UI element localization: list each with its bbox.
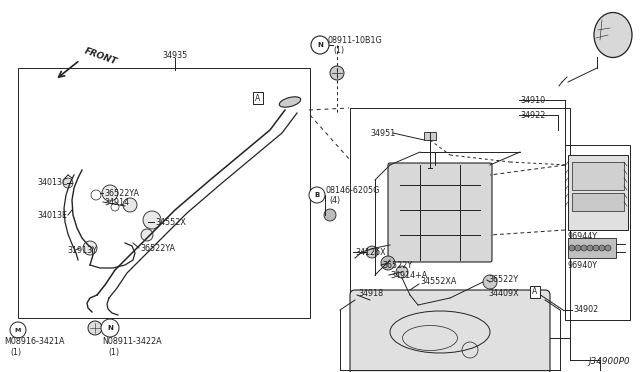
Text: 96944Y: 96944Y — [568, 231, 598, 241]
Text: 36522YA: 36522YA — [104, 189, 139, 198]
Text: 34914+A: 34914+A — [390, 270, 428, 279]
Circle shape — [101, 319, 119, 337]
Text: (1): (1) — [108, 347, 119, 356]
Bar — [350, 108, 570, 338]
Bar — [18, 68, 310, 318]
Text: 96940Y: 96940Y — [568, 260, 598, 269]
Circle shape — [593, 245, 599, 251]
Text: 34910: 34910 — [520, 96, 545, 105]
FancyBboxPatch shape — [350, 290, 550, 372]
Bar — [572, 193, 624, 211]
Text: 31913Y: 31913Y — [67, 246, 97, 254]
Text: 36522Y: 36522Y — [382, 260, 412, 269]
Circle shape — [587, 245, 593, 251]
Ellipse shape — [594, 13, 632, 58]
Bar — [565, 145, 630, 320]
Text: 34552X: 34552X — [155, 218, 186, 227]
Circle shape — [605, 245, 611, 251]
Text: 08911-10B1G: 08911-10B1G — [328, 35, 383, 45]
Circle shape — [83, 241, 97, 255]
Circle shape — [63, 178, 73, 188]
Text: 34409X: 34409X — [488, 289, 518, 298]
Circle shape — [330, 66, 344, 80]
Circle shape — [324, 209, 336, 221]
Circle shape — [381, 256, 395, 270]
Text: N: N — [317, 42, 323, 48]
Circle shape — [569, 245, 575, 251]
Text: (1): (1) — [333, 45, 344, 55]
Bar — [568, 238, 616, 258]
Circle shape — [309, 187, 325, 203]
Circle shape — [123, 198, 137, 212]
Bar — [424, 132, 436, 140]
Text: J34900P0: J34900P0 — [588, 357, 630, 366]
Text: 34918: 34918 — [358, 289, 383, 298]
Text: 34935: 34935 — [163, 51, 188, 60]
Text: 36522Y: 36522Y — [488, 276, 518, 285]
Text: 34552XA: 34552XA — [420, 278, 456, 286]
Text: M08916-3421A: M08916-3421A — [4, 337, 65, 346]
Text: (1): (1) — [10, 347, 21, 356]
Text: B: B — [314, 192, 319, 198]
Bar — [572, 162, 624, 190]
Text: FRONT: FRONT — [83, 47, 118, 67]
Text: 36522YA: 36522YA — [140, 244, 175, 253]
Text: (4): (4) — [329, 196, 340, 205]
Text: 08146-6205G: 08146-6205G — [326, 186, 380, 195]
Circle shape — [141, 229, 153, 241]
Text: 34013E: 34013E — [37, 211, 67, 219]
Text: 34013C: 34013C — [37, 177, 68, 186]
Text: A: A — [255, 93, 260, 103]
Circle shape — [311, 36, 329, 54]
Circle shape — [396, 266, 408, 278]
Circle shape — [143, 211, 161, 229]
Circle shape — [88, 321, 102, 335]
Text: A: A — [532, 288, 538, 296]
Circle shape — [366, 246, 378, 258]
Bar — [568, 155, 628, 230]
Text: M: M — [15, 327, 21, 333]
Circle shape — [599, 245, 605, 251]
Text: 34914: 34914 — [104, 198, 129, 206]
Text: 34922: 34922 — [520, 110, 545, 119]
Ellipse shape — [279, 97, 301, 107]
Text: N: N — [107, 325, 113, 331]
Text: N08911-3422A: N08911-3422A — [102, 337, 162, 346]
Circle shape — [102, 185, 118, 201]
Text: 34951: 34951 — [370, 128, 396, 138]
FancyBboxPatch shape — [388, 163, 492, 262]
Circle shape — [483, 275, 497, 289]
Text: 34902: 34902 — [573, 305, 598, 314]
Circle shape — [575, 245, 581, 251]
Text: 34126X: 34126X — [355, 247, 386, 257]
Circle shape — [10, 322, 26, 338]
Circle shape — [581, 245, 587, 251]
